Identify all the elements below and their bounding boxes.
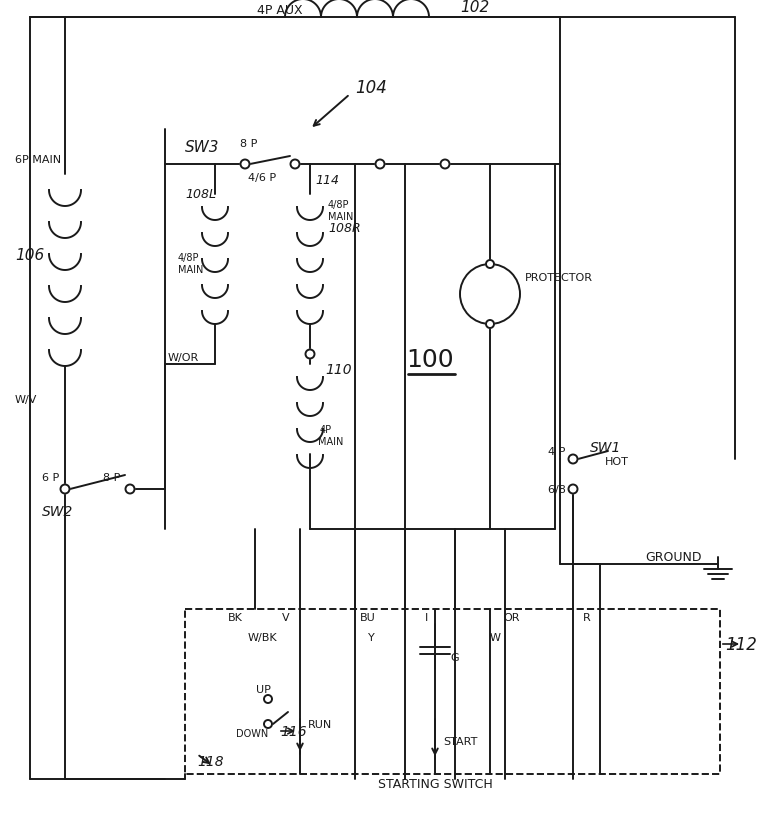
- Text: 6/8 P: 6/8 P: [548, 484, 576, 495]
- Circle shape: [486, 320, 494, 328]
- Text: 112: 112: [725, 636, 757, 654]
- Circle shape: [441, 161, 449, 170]
- Text: 114: 114: [315, 174, 339, 186]
- Text: V: V: [282, 613, 290, 622]
- Circle shape: [290, 161, 300, 170]
- Text: UP: UP: [256, 684, 271, 695]
- Text: BU: BU: [360, 613, 376, 622]
- Text: HOT: HOT: [605, 456, 629, 467]
- Text: GROUND: GROUND: [645, 551, 701, 563]
- Text: 100: 100: [406, 347, 454, 372]
- Text: DOWN: DOWN: [236, 728, 268, 738]
- Circle shape: [460, 265, 520, 324]
- Text: 102: 102: [460, 1, 489, 16]
- Text: MAIN: MAIN: [178, 265, 204, 274]
- Text: 4/8P: 4/8P: [328, 200, 349, 210]
- Text: BK: BK: [228, 613, 243, 622]
- Text: PROTECTOR: PROTECTOR: [525, 273, 593, 283]
- Text: 106: 106: [15, 247, 45, 262]
- Text: SW3: SW3: [185, 140, 220, 156]
- Text: OR: OR: [503, 613, 519, 622]
- Text: SW2: SW2: [42, 505, 74, 518]
- Text: 4P: 4P: [320, 424, 332, 434]
- Text: Y: Y: [368, 632, 375, 642]
- Text: 108R: 108R: [328, 222, 361, 235]
- Text: RUN: RUN: [308, 719, 333, 729]
- Text: 8 P: 8 P: [103, 473, 121, 482]
- Text: MAIN: MAIN: [328, 212, 353, 222]
- Text: I: I: [425, 613, 429, 622]
- Circle shape: [125, 485, 134, 494]
- Circle shape: [240, 161, 250, 170]
- Text: 118: 118: [197, 754, 223, 768]
- Text: STARTING SWITCH: STARTING SWITCH: [378, 777, 492, 790]
- Text: G: G: [450, 652, 458, 663]
- Circle shape: [486, 260, 494, 269]
- Circle shape: [306, 350, 315, 359]
- Bar: [185, 609, 720, 774]
- Circle shape: [61, 485, 69, 494]
- Circle shape: [568, 455, 578, 464]
- Text: W/OR: W/OR: [168, 352, 199, 363]
- Circle shape: [264, 720, 272, 728]
- Text: 6P MAIN: 6P MAIN: [15, 155, 61, 165]
- Text: 6 P: 6 P: [42, 473, 59, 482]
- Text: 4 P: 4 P: [548, 446, 565, 456]
- Text: 4P AUX: 4P AUX: [257, 3, 303, 16]
- Text: W: W: [490, 632, 501, 642]
- Text: W/V: W/V: [15, 395, 38, 405]
- Text: 8 P: 8 P: [240, 139, 257, 149]
- Text: 4/8P: 4/8P: [178, 253, 200, 263]
- Text: 4/6 P: 4/6 P: [248, 173, 276, 183]
- Text: START: START: [443, 736, 478, 746]
- Text: R: R: [583, 613, 591, 622]
- Text: 116: 116: [280, 724, 306, 738]
- Text: 108L: 108L: [185, 188, 216, 201]
- Text: MAIN: MAIN: [318, 437, 343, 446]
- Circle shape: [376, 161, 385, 170]
- Circle shape: [264, 695, 272, 704]
- Text: SW1: SW1: [590, 441, 621, 455]
- Text: W/BK: W/BK: [248, 632, 277, 642]
- Circle shape: [568, 485, 578, 494]
- Text: 104: 104: [355, 79, 387, 97]
- Text: 110: 110: [325, 363, 352, 377]
